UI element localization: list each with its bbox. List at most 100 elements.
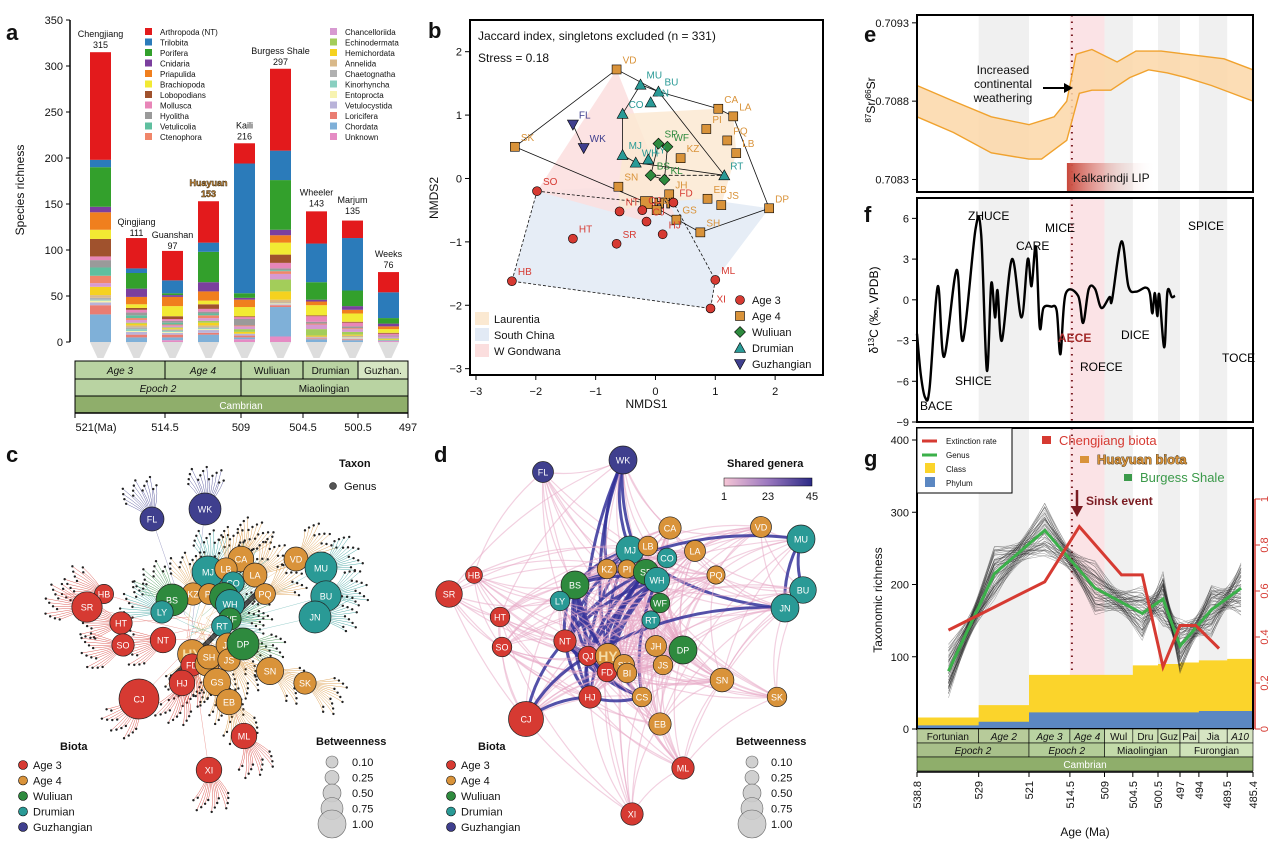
genus-node bbox=[333, 687, 336, 691]
point-marker bbox=[664, 189, 675, 200]
y-tick-label: 0.7093 bbox=[875, 18, 909, 30]
node-circle bbox=[652, 654, 674, 676]
node-label: WH bbox=[650, 576, 665, 586]
legend-swatch bbox=[446, 806, 456, 817]
genus-node bbox=[258, 620, 262, 624]
bar-segment bbox=[342, 328, 363, 330]
genus-node bbox=[201, 469, 205, 473]
bar-segment bbox=[126, 323, 147, 326]
legend-label: Brachiopoda bbox=[160, 81, 205, 90]
genus-bootstrap-line bbox=[948, 543, 1242, 694]
genus-node bbox=[124, 724, 128, 728]
node-circle bbox=[596, 558, 618, 580]
network-node: HT bbox=[489, 606, 511, 628]
genus-node bbox=[242, 713, 245, 716]
legend-label: 0.25 bbox=[352, 773, 373, 785]
legend-title: Betweenness bbox=[736, 736, 806, 748]
genus-bootstrap-line bbox=[948, 531, 1242, 644]
stage-label: A10 bbox=[1230, 732, 1249, 743]
legend-swatch bbox=[446, 760, 456, 770]
legend-swatch bbox=[145, 49, 152, 56]
d13c-curve bbox=[915, 215, 1176, 402]
data-point: LB bbox=[731, 139, 755, 158]
y-axis-title: 87Sr/86Sr bbox=[864, 77, 878, 122]
legend-swatch bbox=[475, 312, 489, 325]
bar-segment bbox=[270, 303, 291, 305]
genus-node bbox=[252, 612, 256, 616]
genus-node bbox=[189, 710, 193, 713]
bar-segment bbox=[234, 163, 255, 294]
genus-node bbox=[185, 701, 189, 704]
network-node: WH bbox=[644, 567, 670, 593]
network-node: EB bbox=[215, 688, 243, 716]
genus-node bbox=[358, 591, 362, 595]
genus-node bbox=[232, 534, 235, 538]
node-circle bbox=[770, 593, 800, 623]
genus-node bbox=[297, 593, 301, 597]
genus-node bbox=[179, 711, 182, 715]
network-node: JS bbox=[652, 654, 674, 676]
genus-node bbox=[354, 589, 357, 593]
y-tick-label: 250 bbox=[45, 107, 63, 119]
genus-node bbox=[138, 663, 141, 666]
genus-node bbox=[192, 544, 196, 547]
network-node: WF bbox=[649, 592, 671, 614]
network-node: SR bbox=[71, 591, 103, 623]
bar-stack bbox=[270, 68, 291, 342]
node-label: JS bbox=[658, 661, 669, 671]
genus-node bbox=[261, 763, 264, 766]
bar-segment bbox=[126, 288, 147, 297]
data-point: XI bbox=[705, 294, 726, 314]
y-tick-label: 0 bbox=[456, 173, 462, 185]
legend-size-circle bbox=[324, 770, 340, 785]
y-right-tick-label: 0.6 bbox=[1259, 583, 1269, 598]
bar-segment bbox=[162, 280, 183, 294]
event-label: ROECE bbox=[1080, 360, 1123, 374]
y-tick-label: 200 bbox=[891, 580, 909, 592]
genus-node bbox=[330, 544, 333, 547]
genus-node bbox=[307, 526, 311, 529]
genus-node bbox=[169, 567, 172, 570]
legend-label: Kinorhyncha bbox=[345, 81, 390, 90]
bar-total-label: 143 bbox=[309, 198, 324, 208]
data-point: SP bbox=[652, 130, 678, 150]
genus-node bbox=[242, 519, 245, 523]
bar-segment bbox=[90, 297, 111, 300]
node-label: HT bbox=[494, 613, 506, 623]
stage-label: Dru bbox=[1137, 732, 1153, 743]
legend-label: Trilobita bbox=[160, 39, 189, 48]
shared-genera-edge bbox=[682, 696, 778, 769]
node-label: KZ bbox=[187, 590, 199, 600]
genus-node bbox=[190, 467, 194, 471]
panel-b: b Jaccard index, singletons excluded (n =… bbox=[427, 18, 824, 411]
point-marker bbox=[675, 153, 686, 163]
node-label: FD bbox=[186, 661, 198, 671]
legend-swatch bbox=[145, 59, 152, 67]
legend-label: 0.50 bbox=[771, 788, 792, 800]
bar-category-label: Kaili bbox=[236, 120, 253, 130]
genus-node bbox=[348, 570, 351, 573]
bar-segment bbox=[378, 332, 399, 334]
colorbar-tick-label: 45 bbox=[806, 491, 818, 503]
genus-node bbox=[238, 541, 242, 544]
x-axis-title: Age (Ma) bbox=[1060, 825, 1109, 839]
node-label: PI bbox=[623, 565, 632, 575]
bar-segment bbox=[90, 267, 111, 276]
event-label: BACE bbox=[920, 399, 953, 413]
legend-label: Genus bbox=[946, 451, 970, 460]
network-node: JH bbox=[645, 635, 667, 657]
bar-funnel bbox=[126, 342, 147, 358]
genus-node bbox=[122, 592, 126, 596]
genus-node bbox=[127, 601, 131, 605]
legend-label: Vetulicolia bbox=[160, 123, 197, 132]
genus-node bbox=[305, 586, 308, 590]
genus-node bbox=[241, 703, 244, 706]
network-node: DP bbox=[668, 635, 698, 665]
genus-node bbox=[225, 807, 228, 810]
node-circle bbox=[203, 668, 231, 696]
genus-node bbox=[280, 563, 284, 566]
node-label: CA bbox=[664, 524, 677, 534]
bar-category-label: Marjum bbox=[337, 195, 367, 205]
genus-node bbox=[187, 482, 190, 486]
genus-node bbox=[357, 559, 360, 562]
